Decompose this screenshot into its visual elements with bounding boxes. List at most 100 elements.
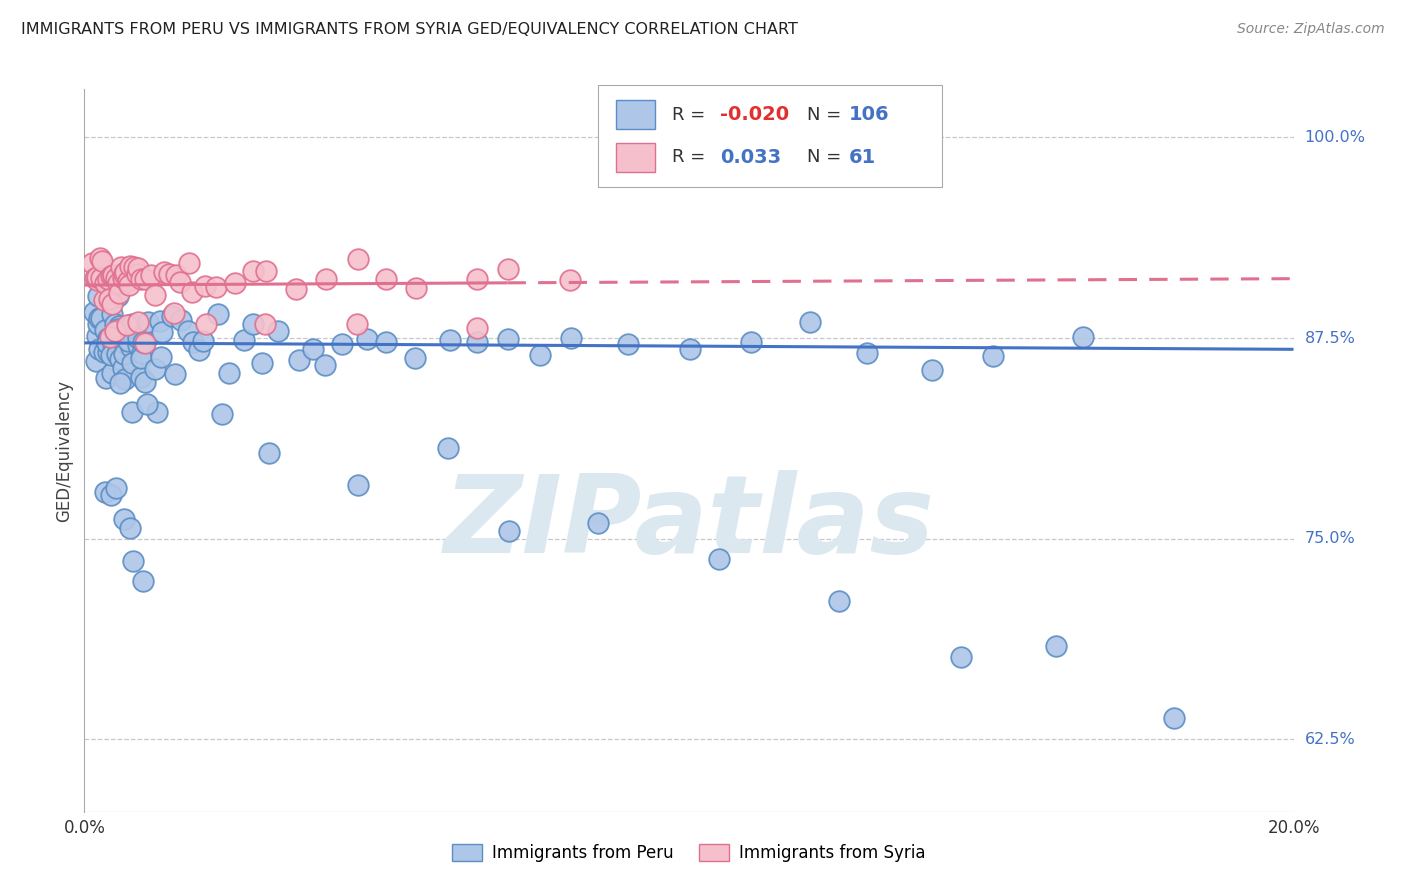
- Point: [112, 512, 135, 526]
- Text: Source: ZipAtlas.com: Source: ZipAtlas.com: [1237, 22, 1385, 37]
- Point: [678, 342, 700, 356]
- Point: [114, 372, 136, 386]
- Point: [107, 319, 129, 334]
- Point: [707, 551, 730, 566]
- Point: [498, 524, 520, 539]
- Point: [405, 281, 427, 295]
- Text: IMMIGRANTS FROM PERU VS IMMIGRANTS FROM SYRIA GED/EQUIVALENCY CORRELATION CHART: IMMIGRANTS FROM PERU VS IMMIGRANTS FROM …: [21, 22, 799, 37]
- Point: [404, 351, 426, 366]
- Point: [165, 268, 187, 282]
- Point: [80, 255, 103, 269]
- Point: [496, 332, 519, 346]
- Point: [93, 344, 115, 359]
- Point: [302, 342, 325, 356]
- Text: N =: N =: [807, 105, 846, 124]
- Point: [211, 407, 233, 421]
- Point: [346, 252, 368, 266]
- Point: [127, 267, 149, 281]
- Point: [103, 337, 125, 351]
- Point: [107, 276, 129, 290]
- Point: [87, 289, 110, 303]
- Point: [529, 348, 551, 362]
- Point: [131, 345, 153, 359]
- Point: [112, 336, 135, 351]
- Point: [90, 271, 112, 285]
- Point: [176, 324, 198, 338]
- Text: 62.5%: 62.5%: [1305, 732, 1355, 747]
- Point: [96, 371, 118, 385]
- Point: [129, 369, 152, 384]
- Point: [315, 272, 337, 286]
- Point: [285, 282, 308, 296]
- Point: [558, 273, 581, 287]
- Point: [145, 405, 167, 419]
- Point: [134, 375, 156, 389]
- Point: [437, 441, 460, 455]
- Point: [94, 484, 117, 499]
- Point: [375, 271, 398, 285]
- Point: [83, 271, 105, 285]
- Y-axis label: GED/Equivalency: GED/Equivalency: [55, 379, 73, 522]
- Point: [288, 352, 311, 367]
- Point: [115, 318, 138, 333]
- Point: [112, 267, 135, 281]
- Point: [921, 363, 943, 377]
- Point: [90, 311, 112, 326]
- Point: [224, 277, 246, 291]
- Point: [97, 333, 120, 347]
- Point: [132, 334, 155, 349]
- Point: [114, 264, 136, 278]
- Point: [346, 317, 368, 331]
- Point: [136, 315, 159, 329]
- Point: [194, 317, 217, 331]
- Point: [122, 553, 145, 567]
- Point: [97, 331, 120, 345]
- Point: [177, 255, 200, 269]
- Point: [330, 336, 353, 351]
- Point: [498, 261, 520, 276]
- Point: [131, 351, 153, 365]
- Point: [560, 330, 582, 344]
- Point: [90, 254, 112, 268]
- Point: [94, 276, 117, 290]
- Point: [121, 356, 143, 370]
- Point: [117, 278, 139, 293]
- Text: R =: R =: [672, 148, 711, 167]
- Point: [149, 314, 172, 328]
- Point: [181, 285, 204, 299]
- Point: [127, 331, 149, 345]
- Point: [96, 336, 118, 351]
- Point: [105, 271, 128, 285]
- Point: [257, 446, 280, 460]
- Point: [111, 361, 134, 376]
- Point: [586, 516, 609, 530]
- Point: [375, 334, 398, 349]
- Point: [131, 574, 153, 588]
- Point: [150, 325, 173, 339]
- Point: [356, 332, 378, 346]
- Point: [465, 272, 488, 286]
- Point: [617, 337, 640, 351]
- Point: [112, 271, 135, 285]
- Point: [89, 310, 111, 325]
- Point: [107, 285, 129, 300]
- Point: [98, 330, 121, 344]
- Point: [108, 351, 131, 366]
- Point: [94, 324, 117, 338]
- Point: [465, 321, 488, 335]
- Point: [134, 336, 156, 351]
- Point: [97, 344, 120, 359]
- Point: [117, 334, 139, 349]
- Point: [105, 347, 128, 361]
- Point: [169, 276, 191, 290]
- Point: [100, 268, 122, 283]
- Point: [83, 304, 105, 318]
- Point: [134, 334, 156, 348]
- Point: [120, 521, 142, 535]
- Point: [207, 307, 229, 321]
- Point: [949, 649, 972, 664]
- Point: [194, 278, 217, 293]
- Point: [170, 313, 193, 327]
- Text: R =: R =: [672, 105, 711, 124]
- Point: [104, 317, 127, 331]
